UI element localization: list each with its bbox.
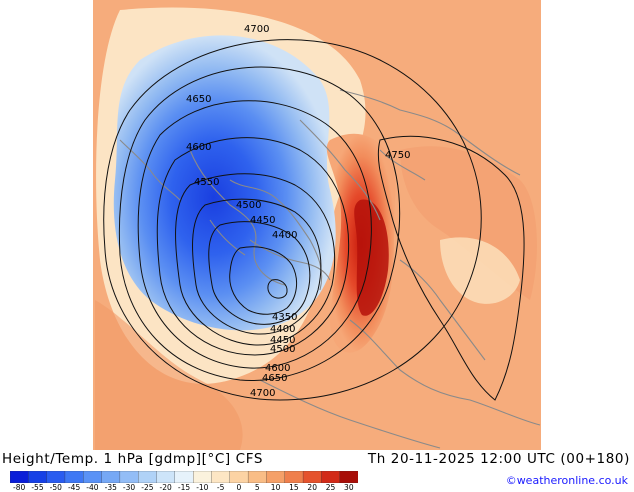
colorbar-swatch [229, 471, 249, 483]
colorbar-swatch [284, 471, 304, 483]
weather-map: 4700 4650 4600 4550 4500 4450 4400 4750 … [93, 0, 541, 450]
colorbar-label: -40 [86, 483, 99, 492]
colorbar-swatch [193, 471, 213, 483]
cold-vortex-area [113, 35, 336, 331]
colorbar-swatch [83, 471, 103, 483]
coastlines [119, 89, 541, 449]
colorbar-label: -35 [104, 483, 117, 492]
colorbar-label: 20 [307, 483, 317, 492]
colorbar-label: 10 [270, 483, 281, 492]
height-contours [103, 39, 525, 401]
contour-label: 4700 [244, 24, 269, 35]
contour-label: 4500 [236, 200, 261, 211]
colorbar-swatch [46, 471, 66, 483]
contour-label: 4650 [262, 373, 287, 384]
colorbar-swatch [247, 471, 268, 483]
colorbar-label: 0 [236, 483, 242, 492]
orange-patch-sw [95, 300, 243, 450]
colorbar-label: -25 [141, 483, 154, 492]
forecast-datetime: Th 20-11-2025 12:00 UTC (00+180) [367, 451, 630, 467]
contour-label: 4600 [186, 142, 211, 153]
colorbar-swatch [119, 471, 139, 483]
colorbar-swatch [101, 471, 121, 483]
colorbar-swatch [339, 471, 358, 483]
colorbar-swatch [156, 471, 176, 483]
colorbar-label: -80 [13, 483, 26, 492]
colorbar-label: -15 [177, 483, 191, 492]
colorbar-label: -30 [122, 483, 136, 492]
map-title: Height/Temp. 1 hPa [gdmp][°C] CFS [2, 451, 263, 467]
contour-label: 4750 [385, 150, 410, 161]
colorbar-swatch [28, 471, 48, 483]
colorbar-swatch [64, 471, 84, 483]
colorbar-label: -55 [31, 483, 44, 492]
contour-label: 4450 [270, 335, 295, 346]
colorbar-label: 5 [254, 483, 260, 492]
colorbar-label: 30 [344, 483, 354, 492]
contour-label: 4700 [250, 388, 275, 399]
contour-label: 4400 [272, 230, 297, 241]
light-patch-se [440, 237, 520, 304]
colorbar-swatch [174, 471, 194, 483]
contour-label: 4600 [265, 363, 290, 374]
contour-label: 4400 [270, 324, 295, 335]
contour-label: 4650 [186, 94, 211, 105]
colorbar-swatch [211, 471, 231, 483]
colorbar-label: 25 [325, 483, 336, 492]
colorbar-swatch [321, 471, 341, 483]
colorbar-swatch [266, 471, 286, 483]
colorbar-label: -20 [159, 483, 172, 492]
contour-label: 4450 [250, 215, 275, 226]
colorbar-swatch [302, 471, 323, 483]
contour-label: 4500 [270, 344, 295, 355]
colorbar-swatch [10, 471, 29, 483]
contour-label: 4550 [194, 177, 219, 188]
credit-link[interactable]: ©weatheronline.co.uk [505, 474, 628, 487]
colorbar-label: -45 [67, 483, 81, 492]
colorbar-swatch [138, 471, 158, 483]
colorbar-label: -50 [49, 483, 62, 492]
colorbar-label: -5 [216, 483, 225, 492]
colorbar-label: 15 [289, 483, 299, 492]
colorbar-label: -10 [196, 483, 209, 492]
colorbar [10, 471, 358, 483]
contour-label: 4350 [272, 312, 297, 323]
